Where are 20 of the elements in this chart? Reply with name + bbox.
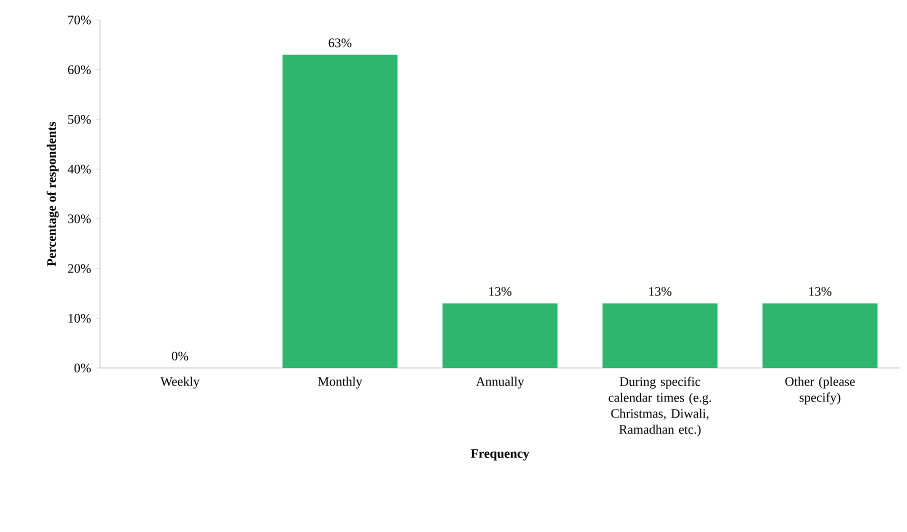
y-tick-label: 40% — [68, 164, 91, 174]
data-label: 13% — [489, 287, 512, 296]
y-tick-label: 0% — [74, 364, 91, 372]
data-label: 63% — [328, 38, 352, 48]
data-label: 13% — [809, 287, 832, 296]
data-label: 0% — [172, 352, 188, 360]
y-tick-label: 70% — [68, 16, 91, 24]
y-tick-label: 50% — [68, 115, 91, 124]
x-tick-label: Annually — [476, 376, 524, 389]
x-tick-label: During specific calendar times (e.g. Christmas, Diwali, Ramadhan etc.) — [608, 376, 711, 436]
y-tick-label: 10% — [68, 314, 91, 323]
x-axis-title: Frequency — [470, 449, 530, 461]
y-tick-label: 30% — [68, 214, 91, 224]
data-label: 13% — [649, 287, 672, 296]
x-tick-label: Monthly — [318, 376, 362, 389]
y-tick-label: 60% — [68, 65, 91, 74]
x-tick-label: Other (please specify) — [785, 376, 855, 404]
x-tick-label: Weekly — [160, 376, 200, 389]
y-axis-title: Percentage of respondents — [46, 122, 59, 266]
y-tick-label: 20% — [68, 264, 91, 273]
